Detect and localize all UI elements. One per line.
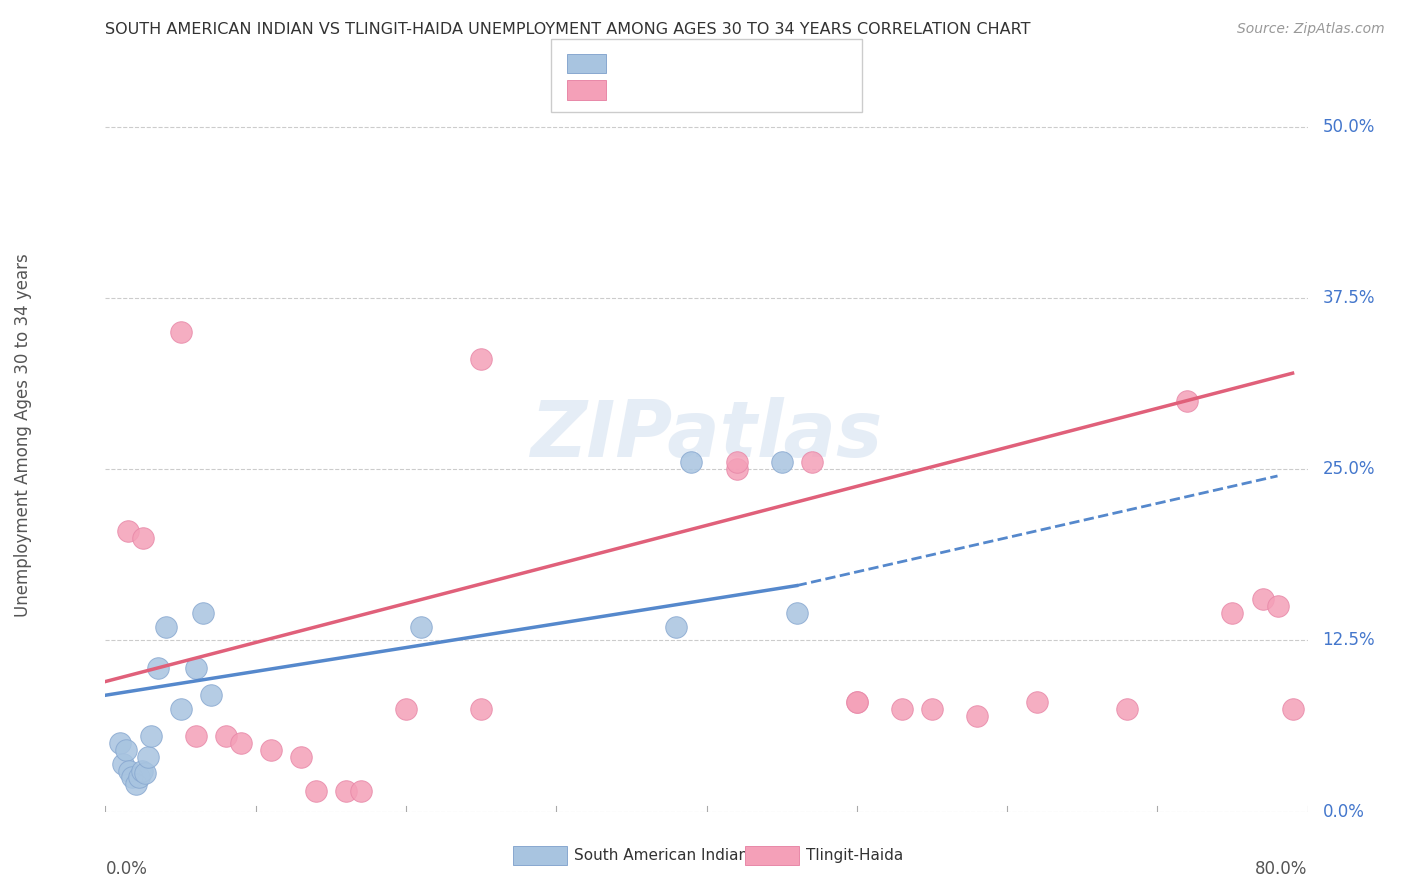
Point [890, 702, 912, 716]
Point [155, 620, 177, 634]
Text: 80.0%: 80.0% [1256, 860, 1308, 878]
Text: Tlingit-Haida: Tlingit-Haida [806, 848, 903, 863]
Point [305, 784, 328, 798]
Text: 22: 22 [731, 54, 756, 72]
Text: South American Indians: South American Indians [574, 848, 756, 863]
Text: R =: R = [614, 81, 654, 99]
Point [1267, 599, 1289, 614]
Text: 37.5%: 37.5% [1323, 289, 1375, 307]
Point [132, 531, 155, 545]
Point [131, 764, 153, 778]
Point [770, 455, 793, 469]
Text: 25.0%: 25.0% [1323, 460, 1375, 478]
Point [146, 661, 169, 675]
Text: 0.229: 0.229 [645, 54, 702, 72]
Point [290, 750, 312, 764]
Text: 0.0%: 0.0% [1323, 803, 1364, 821]
Point [191, 606, 214, 620]
Point [1116, 702, 1139, 716]
Text: N =: N = [693, 54, 745, 72]
Point [786, 606, 808, 620]
Point [124, 777, 146, 791]
Point [725, 455, 748, 469]
Text: R =: R = [614, 54, 654, 72]
Point [845, 695, 868, 709]
Point [110, 736, 132, 750]
Point [1026, 695, 1049, 709]
Point [184, 730, 207, 744]
Point [725, 462, 748, 476]
Text: Source: ZipAtlas.com: Source: ZipAtlas.com [1237, 22, 1385, 37]
Point [229, 736, 252, 750]
Point [681, 455, 703, 469]
Text: N =: N = [693, 81, 745, 99]
Text: SOUTH AMERICAN INDIAN VS TLINGIT-HAIDA UNEMPLOYMENT AMONG AGES 30 TO 34 YEARS CO: SOUTH AMERICAN INDIAN VS TLINGIT-HAIDA U… [105, 22, 1031, 37]
Point [966, 708, 988, 723]
Point [134, 766, 156, 780]
Point [1251, 592, 1274, 607]
Point [115, 743, 138, 757]
Point [470, 352, 492, 367]
Text: 0.435: 0.435 [645, 81, 702, 99]
Point [665, 620, 688, 634]
Point [118, 764, 141, 778]
Point [1281, 702, 1303, 716]
Point [214, 730, 236, 744]
Point [260, 743, 283, 757]
Text: 0.0%: 0.0% [105, 860, 148, 878]
Text: ZIPatlas: ZIPatlas [530, 397, 883, 473]
Point [117, 524, 139, 538]
Text: 29: 29 [731, 81, 756, 99]
Point [350, 784, 373, 798]
Point [200, 688, 222, 702]
Point [395, 702, 418, 716]
Point [136, 750, 159, 764]
Point [139, 730, 162, 744]
Text: 12.5%: 12.5% [1323, 632, 1375, 649]
Point [921, 702, 943, 716]
Point [169, 325, 191, 339]
Point [1175, 393, 1198, 408]
Text: Unemployment Among Ages 30 to 34 years: Unemployment Among Ages 30 to 34 years [14, 253, 32, 616]
Point [184, 661, 207, 675]
Point [335, 784, 357, 798]
Point [112, 756, 135, 771]
Point [409, 620, 432, 634]
Point [845, 695, 868, 709]
Point [128, 771, 150, 785]
Point [470, 702, 492, 716]
Point [169, 702, 191, 716]
Text: 50.0%: 50.0% [1323, 118, 1375, 136]
Point [121, 771, 143, 785]
Point [1222, 606, 1244, 620]
Point [800, 455, 823, 469]
